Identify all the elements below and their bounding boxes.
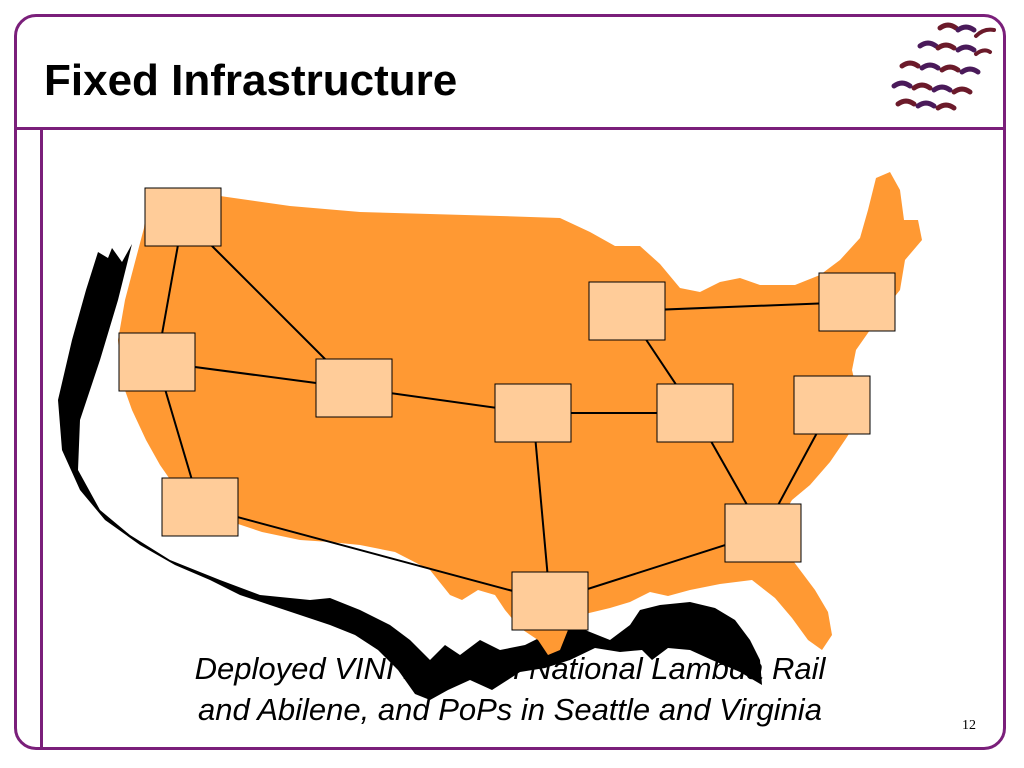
slide-title: Fixed Infrastructure [44,56,458,105]
slide-caption: Deployed VINI nodes in National Lambda R… [60,648,960,730]
node-seattle [144,187,222,247]
node-washington-dc [793,375,871,435]
node-denver [315,358,393,418]
node-atlanta [724,503,802,563]
left-accent-bar [40,128,43,750]
node-los-angeles [161,477,239,537]
node-indianapolis [656,383,734,443]
nodes-layer [118,187,896,631]
logo-marks [891,22,996,111]
link-kansas-city-houston [532,412,551,602]
node-sunnyvale [118,332,196,392]
link-los-angeles-houston [199,506,551,602]
slide-frame [14,14,1006,750]
node-houston [511,571,589,631]
map-shadow [58,244,762,700]
node-new-york [818,272,896,332]
dotted-swirl-logo-icon [891,22,996,111]
node-chicago [588,281,666,341]
title-divider [14,127,1006,130]
caption-line-2: and Abilene, and PoPs in Seattle and Vir… [198,692,822,727]
page-number: 12 [962,718,976,733]
caption-line-1: Deployed VINI nodes in National Lambda R… [194,651,826,686]
node-kansas-city [494,383,572,443]
